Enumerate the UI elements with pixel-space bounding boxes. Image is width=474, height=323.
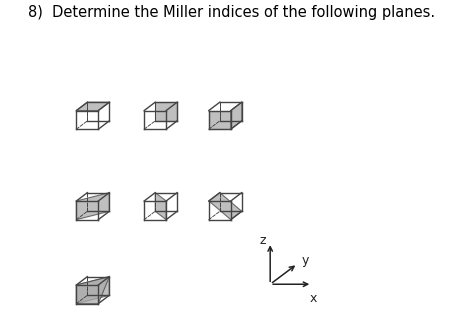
Text: z: z	[260, 234, 266, 247]
Polygon shape	[76, 193, 109, 220]
Polygon shape	[76, 276, 109, 304]
Polygon shape	[209, 193, 242, 220]
Polygon shape	[155, 193, 166, 220]
Text: x: x	[310, 292, 318, 305]
Polygon shape	[76, 102, 109, 110]
Polygon shape	[76, 276, 109, 304]
Polygon shape	[209, 110, 231, 129]
Polygon shape	[231, 102, 242, 129]
Polygon shape	[155, 102, 177, 121]
Text: 8)  Determine the Miller indices of the following planes.: 8) Determine the Miller indices of the f…	[28, 5, 435, 20]
Text: y: y	[301, 254, 309, 267]
